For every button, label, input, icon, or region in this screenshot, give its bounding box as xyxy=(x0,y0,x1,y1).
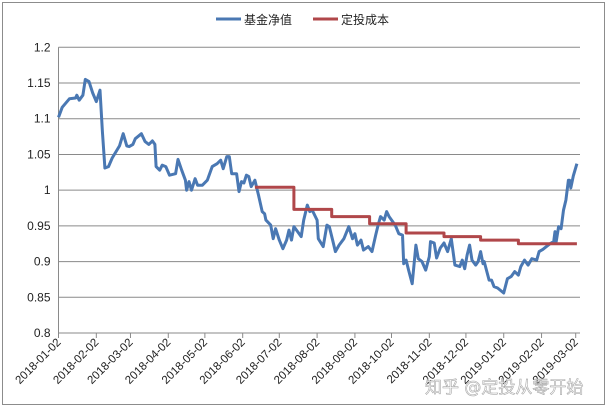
gridlines xyxy=(58,46,580,298)
series-lines xyxy=(57,77,579,295)
y-tick-label: 1.15 xyxy=(27,76,51,90)
y-tick-label: 0.85 xyxy=(27,290,51,304)
series-line-nav xyxy=(57,77,579,295)
y-tick-label: 1.2 xyxy=(34,40,51,54)
y-tick-label: 1.1 xyxy=(34,112,51,126)
y-tick-label: 0.8 xyxy=(34,326,51,340)
legend-label-nav: 基金净值 xyxy=(244,12,292,27)
legend: 基金净值 定投成本 xyxy=(216,12,389,27)
y-tick-label: 0.95 xyxy=(27,219,51,233)
y-tick-label: 1.05 xyxy=(27,147,51,161)
y-tick-label: 1 xyxy=(44,183,51,197)
y-axis-tick-labels: 0.8 0.85 0.9 0.95 1 1.05 1.1 1.15 1.2 xyxy=(27,40,51,340)
legend-label-cost: 定投成本 xyxy=(341,12,389,27)
series-line-cost xyxy=(254,185,577,246)
y-tick-label: 0.9 xyxy=(34,255,51,269)
watermark: 知乎 @定投从零开始 xyxy=(425,378,583,398)
